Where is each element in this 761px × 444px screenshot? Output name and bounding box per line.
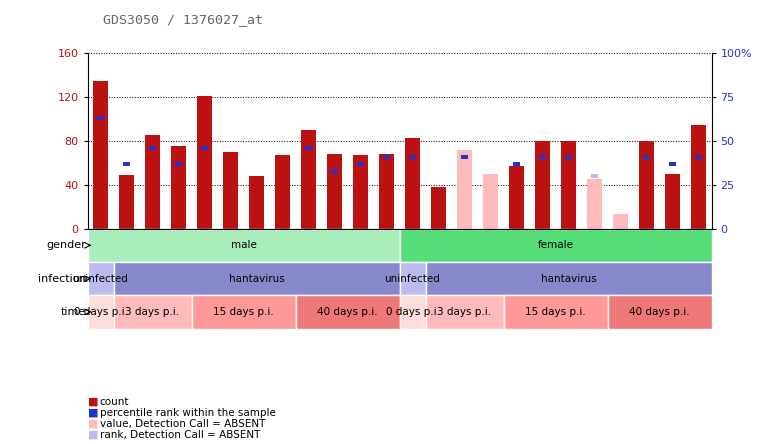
Bar (224, 152, 237, 229)
Text: infection: infection (37, 274, 86, 284)
Bar (250, 176, 263, 229)
Bar (357, 162, 365, 166)
Text: 40 days p.i.: 40 days p.i. (317, 307, 377, 317)
Text: ■: ■ (88, 430, 98, 440)
Bar (409, 155, 416, 159)
Text: 0 days p.i.: 0 days p.i. (386, 307, 440, 317)
Bar (148, 146, 157, 150)
Text: 0 days p.i.: 0 days p.i. (74, 307, 128, 317)
Text: uninfected: uninfected (72, 274, 129, 284)
Bar (304, 146, 313, 150)
Bar (113, 295, 192, 329)
Bar (695, 155, 702, 159)
Bar (562, 141, 575, 229)
Bar (483, 174, 498, 229)
Text: 15 days p.i.: 15 days p.i. (525, 307, 586, 317)
Bar (639, 141, 654, 229)
Text: uninfected: uninfected (384, 274, 441, 284)
Bar (607, 295, 712, 329)
Text: female: female (537, 240, 574, 250)
Bar (591, 174, 598, 178)
Bar (88, 229, 400, 262)
Bar (642, 155, 651, 159)
Text: percentile rank within the sample: percentile rank within the sample (100, 408, 275, 418)
Bar (119, 175, 134, 229)
Text: count: count (100, 397, 129, 407)
Text: GDS3050 / 1376027_at: GDS3050 / 1376027_at (103, 13, 263, 26)
Text: gender: gender (46, 240, 86, 250)
Bar (669, 162, 677, 166)
Bar (383, 155, 390, 159)
Bar (457, 150, 472, 229)
Bar (275, 155, 290, 229)
Bar (171, 147, 186, 229)
Bar (380, 154, 393, 229)
Bar (400, 262, 425, 295)
Bar (301, 130, 316, 229)
Bar (197, 96, 212, 229)
Text: rank, Detection Call = ABSENT: rank, Detection Call = ABSENT (100, 430, 260, 440)
Text: ■: ■ (88, 408, 98, 418)
Bar (97, 116, 104, 120)
Bar (565, 155, 572, 159)
Bar (201, 146, 209, 150)
Bar (145, 135, 160, 229)
Bar (88, 262, 113, 295)
Text: hantavirus: hantavirus (540, 274, 597, 284)
Text: value, Detection Call = ABSENT: value, Detection Call = ABSENT (100, 419, 265, 429)
Bar (400, 295, 425, 329)
Bar (457, 150, 472, 229)
Bar (113, 262, 400, 295)
Bar (613, 214, 628, 229)
Text: 40 days p.i.: 40 days p.i. (629, 307, 689, 317)
Bar (692, 124, 705, 229)
Bar (88, 295, 113, 329)
Bar (483, 174, 498, 229)
Bar (123, 162, 130, 166)
Bar (513, 162, 521, 166)
Bar (504, 295, 607, 329)
Bar (587, 179, 602, 229)
Bar (353, 155, 368, 229)
Text: ■: ■ (88, 419, 98, 429)
Bar (431, 187, 446, 229)
Bar (509, 166, 524, 229)
Text: 3 days p.i.: 3 days p.i. (126, 307, 180, 317)
Bar (425, 262, 712, 295)
Bar (539, 155, 546, 159)
Bar (94, 81, 107, 229)
Bar (425, 295, 504, 329)
Bar (406, 138, 419, 229)
Text: 15 days p.i.: 15 days p.i. (213, 307, 274, 317)
Bar (174, 162, 183, 166)
Bar (295, 295, 400, 329)
Bar (192, 295, 295, 329)
Text: male: male (231, 240, 256, 250)
Text: time: time (61, 307, 86, 317)
Text: 3 days p.i.: 3 days p.i. (438, 307, 492, 317)
Bar (665, 174, 680, 229)
Text: ■: ■ (88, 397, 98, 407)
Text: hantavirus: hantavirus (228, 274, 285, 284)
Bar (460, 155, 469, 159)
Bar (536, 141, 549, 229)
Bar (400, 229, 712, 262)
Bar (330, 169, 339, 173)
Bar (327, 154, 342, 229)
